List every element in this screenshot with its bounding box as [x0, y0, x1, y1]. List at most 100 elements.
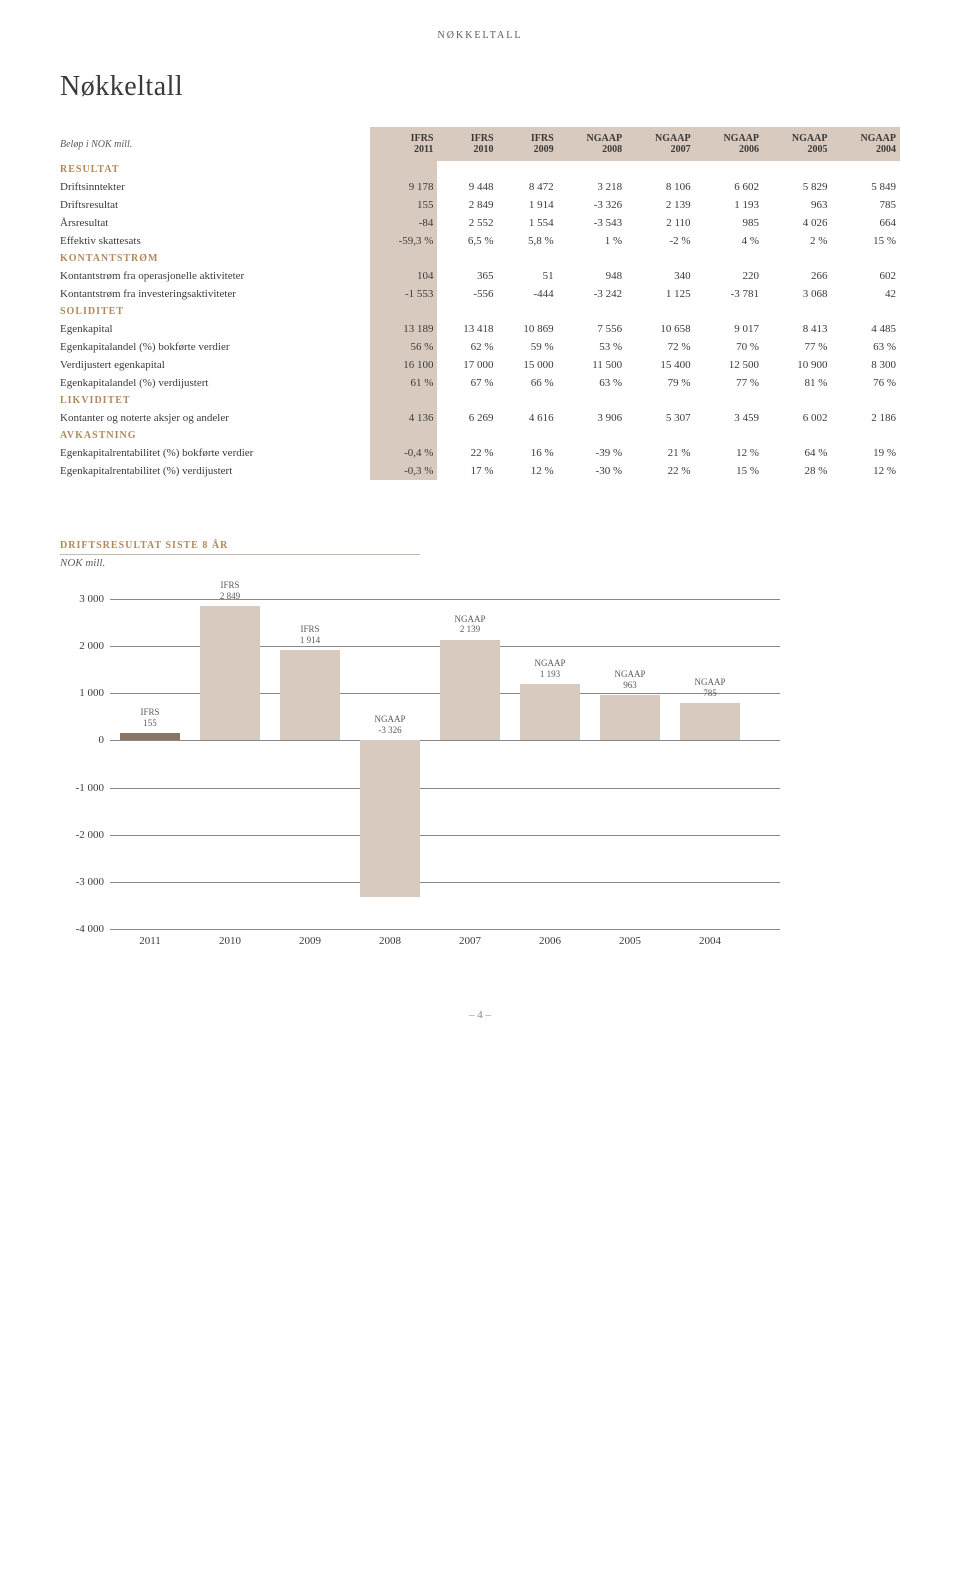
x-axis-label: 2010 [200, 935, 260, 947]
chart-bar [680, 703, 740, 740]
column-header: NGAAP2008 [558, 127, 626, 161]
cell-value: 3 218 [558, 178, 626, 196]
x-axis-label: 2007 [440, 935, 500, 947]
cell-value: 3 068 [763, 285, 831, 303]
cell-value: 8 300 [831, 356, 900, 374]
row-label: Kontanter og noterte aksjer og andeler [60, 409, 370, 427]
bar-value-label: NGAAP2 139 [430, 614, 510, 636]
table-row: Egenkapitalrentabilitet (%) verdijustert… [60, 462, 900, 480]
cell-value: 63 % [831, 338, 900, 356]
table-row: Kontantstrøm fra operasjonelle aktivitet… [60, 267, 900, 285]
cell-value: 15 % [831, 232, 900, 250]
cell-value: 4 616 [498, 409, 558, 427]
cell-value: -3 242 [558, 285, 626, 303]
cell-value: 4 136 [370, 409, 437, 427]
cell-value: -444 [498, 285, 558, 303]
x-axis-label: 2005 [600, 935, 660, 947]
section-spacer [370, 427, 437, 444]
cell-value: 2 849 [437, 196, 497, 214]
y-axis-label: -3 000 [60, 876, 104, 888]
cell-value: -3 781 [695, 285, 763, 303]
cell-value: 10 658 [626, 320, 694, 338]
x-axis-label: 2006 [520, 935, 580, 947]
cell-value: 7 556 [558, 320, 626, 338]
page-number: – 4 – [60, 1009, 900, 1021]
bar-value-label: NGAAP785 [670, 677, 750, 699]
table-row: Egenkapitalandel (%) bokførte verdier56 … [60, 338, 900, 356]
cell-value: 22 % [626, 462, 694, 480]
cell-value: 3 459 [695, 409, 763, 427]
row-label: Egenkapitalandel (%) bokførte verdier [60, 338, 370, 356]
cell-value: 6,5 % [437, 232, 497, 250]
row-label: Driftsresultat [60, 196, 370, 214]
row-label: Egenkapital [60, 320, 370, 338]
cell-value: -59,3 % [370, 232, 437, 250]
cell-value: 10 900 [763, 356, 831, 374]
chart-x-axis: 20112010200920082007200620052004 [110, 935, 780, 959]
cell-value: 17 % [437, 462, 497, 480]
section-heading: SOLIDITET [60, 303, 370, 320]
cell-value: 12 % [498, 462, 558, 480]
table-body: RESULTATDriftsinntekter9 1789 4488 4723 … [60, 161, 900, 480]
cell-value: 12 % [695, 444, 763, 462]
chart-bar [200, 606, 260, 740]
cell-value: 51 [498, 267, 558, 285]
cell-value: 8 472 [498, 178, 558, 196]
cell-value: 64 % [763, 444, 831, 462]
column-header: NGAAP2007 [626, 127, 694, 161]
cell-value: 1 554 [498, 214, 558, 232]
cell-value: -1 553 [370, 285, 437, 303]
cell-value: -0,4 % [370, 444, 437, 462]
row-label: Egenkapitalrentabilitet (%) verdijustert [60, 462, 370, 480]
x-axis-label: 2008 [360, 935, 420, 947]
y-axis-label: -4 000 [60, 923, 104, 935]
cell-value: 16 % [498, 444, 558, 462]
cell-value: 4 026 [763, 214, 831, 232]
column-header: NGAAP2005 [763, 127, 831, 161]
y-axis-label: -1 000 [60, 782, 104, 794]
cell-value: 1 914 [498, 196, 558, 214]
cell-value: -556 [437, 285, 497, 303]
y-axis-label: 0 [60, 734, 104, 746]
gridline [110, 835, 780, 836]
table-head: Beløp i NOK mill. IFRS2011IFRS2010IFRS20… [60, 127, 900, 161]
gridline [110, 929, 780, 930]
cell-value: 1 193 [695, 196, 763, 214]
gridline [110, 740, 780, 741]
cell-value: 10 869 [498, 320, 558, 338]
chart-bar [360, 740, 420, 897]
cell-value: 4 485 [831, 320, 900, 338]
table-row: Egenkapital13 18913 41810 8697 55610 658… [60, 320, 900, 338]
chart-bar [440, 640, 500, 741]
chart-bar [280, 650, 340, 740]
key-figures-table: Beløp i NOK mill. IFRS2011IFRS2010IFRS20… [60, 127, 900, 480]
column-header: NGAAP2004 [831, 127, 900, 161]
cell-value: 785 [831, 196, 900, 214]
cell-value: 340 [626, 267, 694, 285]
cell-value: 12 500 [695, 356, 763, 374]
x-axis-label: 2009 [280, 935, 340, 947]
table-row: Kontantstrøm fra investeringsaktiviteter… [60, 285, 900, 303]
cell-value: 66 % [498, 374, 558, 392]
doc-header: NØKKELTALL [60, 30, 900, 41]
row-label: Kontantstrøm fra investeringsaktiviteter [60, 285, 370, 303]
cell-value: 61 % [370, 374, 437, 392]
cell-value: 2 110 [626, 214, 694, 232]
gridline [110, 788, 780, 789]
table-row: Effektiv skattesats-59,3 %6,5 %5,8 %1 %-… [60, 232, 900, 250]
cell-value: 4 % [695, 232, 763, 250]
cell-value: 72 % [626, 338, 694, 356]
bar-value-label: NGAAP1 193 [510, 658, 590, 680]
row-label: Årsresultat [60, 214, 370, 232]
cell-value: 9 448 [437, 178, 497, 196]
cell-value: 15 000 [498, 356, 558, 374]
cell-value: 67 % [437, 374, 497, 392]
cell-value: 9 017 [695, 320, 763, 338]
table-row: Egenkapitalandel (%) verdijustert61 %67 … [60, 374, 900, 392]
cell-value: 42 [831, 285, 900, 303]
cell-value: 12 % [831, 462, 900, 480]
cell-value: 2 % [763, 232, 831, 250]
table-row: Driftsinntekter9 1789 4488 4723 2188 106… [60, 178, 900, 196]
cell-value: 62 % [437, 338, 497, 356]
cell-value: 220 [695, 267, 763, 285]
